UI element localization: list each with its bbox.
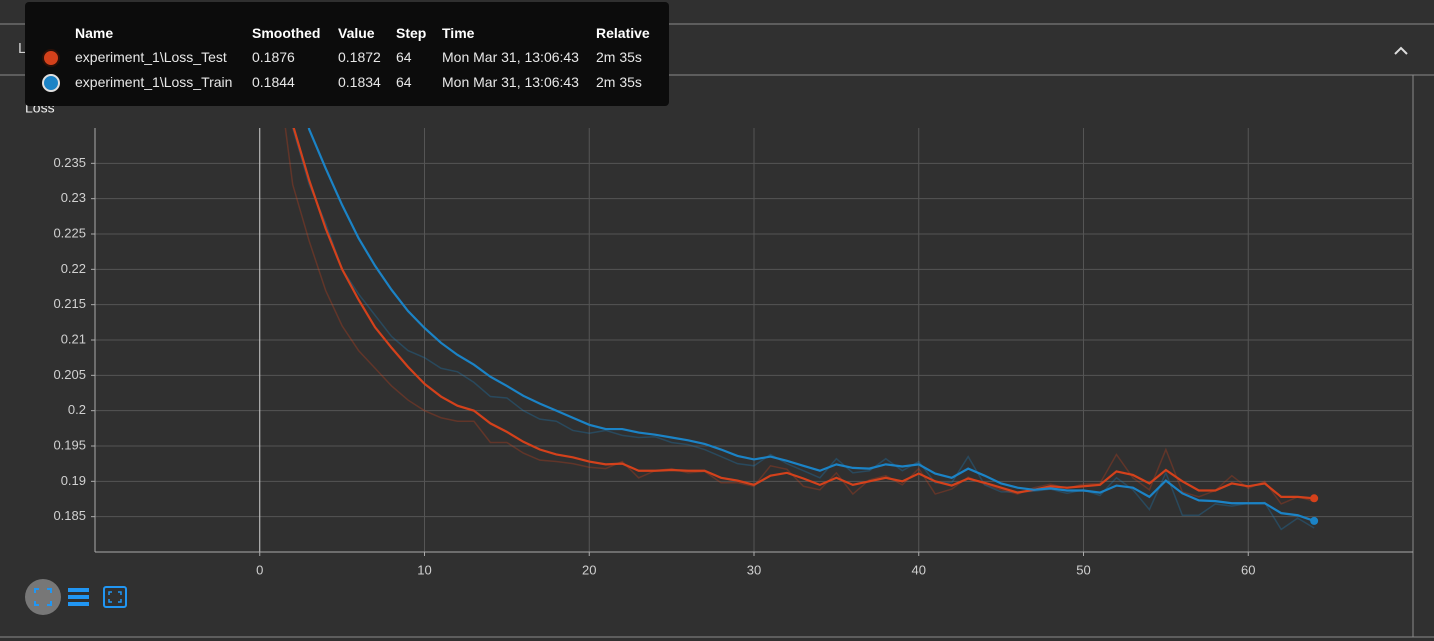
x-tick-label: 40	[912, 562, 926, 577]
grid: 0.185 0.19 0.195 0.2 0.205 0.21 0.215 0.22 0.225…	[53, 128, 1413, 577]
hover-point	[1310, 516, 1319, 525]
tooltip-cell: 0.1876	[252, 49, 295, 65]
hover-point	[1310, 494, 1319, 503]
fit-domain-button[interactable]	[25, 579, 61, 615]
x-tick-label: 50	[1076, 562, 1090, 577]
column-header: Smoothed	[252, 25, 321, 41]
x-tick-label: 0	[256, 562, 263, 577]
collapse-button[interactable]	[1394, 46, 1408, 55]
y-tick-label: 0.22	[61, 261, 86, 276]
y-tick-label: 0.195	[53, 437, 86, 452]
tooltip-cell: Mon Mar 31, 13:06:43	[442, 49, 579, 65]
series-swatch	[42, 49, 60, 67]
column-header: Time	[442, 25, 475, 41]
expand-button[interactable]	[102, 585, 128, 609]
column-header: Relative	[596, 25, 650, 41]
y-tick-label: 0.19	[61, 473, 86, 488]
y-tick-label: 0.225	[53, 225, 86, 240]
icon	[103, 586, 127, 608]
tooltip-cell: 64	[396, 74, 412, 90]
tooltip-cell: experiment_1\Loss_Test	[75, 49, 227, 65]
icon	[68, 588, 89, 606]
y-tick-label: 0.215	[53, 296, 86, 311]
x-tick-label: 10	[417, 562, 431, 577]
tooltip-cell: 0.1834	[338, 74, 381, 90]
tooltip-cell: 64	[396, 49, 412, 65]
x-tick-label: 30	[747, 562, 761, 577]
tooltip: Name Smoothed Value Step Time Relative experim…	[25, 2, 669, 106]
plot-area	[284, 128, 1315, 531]
y-tick-label: 0.21	[61, 331, 86, 346]
tooltip-cell: Mon Mar 31, 13:06:43	[442, 74, 579, 90]
icon	[34, 588, 52, 606]
x-tick-label: 20	[582, 562, 596, 577]
y-tick-label: 0.23	[61, 190, 86, 205]
series-swatch	[42, 74, 60, 92]
tooltip-cell: 2m 35s	[596, 49, 642, 65]
column-header: Value	[338, 25, 375, 41]
y-tick-label: 0.185	[53, 508, 86, 523]
tooltip-cell: experiment_1\Loss_Train	[75, 74, 233, 90]
y-tick-label: 0.2	[68, 402, 86, 417]
raw-line	[291, 128, 1315, 531]
smoothed-line	[307, 128, 1315, 522]
x-tick-label: 60	[1241, 562, 1255, 577]
tooltip-cell: 2m 35s	[596, 74, 642, 90]
y-tick-label: 0.205	[53, 367, 86, 382]
toggle-log-button[interactable]	[67, 586, 91, 608]
smoothed-line	[292, 128, 1315, 500]
column-header: Step	[396, 25, 427, 41]
column-header: Name	[75, 25, 114, 41]
y-tick-label: 0.235	[53, 155, 86, 170]
tooltip-cell: 0.1844	[252, 74, 295, 90]
raw-line	[284, 128, 1315, 505]
tooltip-cell: 0.1872	[338, 49, 381, 65]
